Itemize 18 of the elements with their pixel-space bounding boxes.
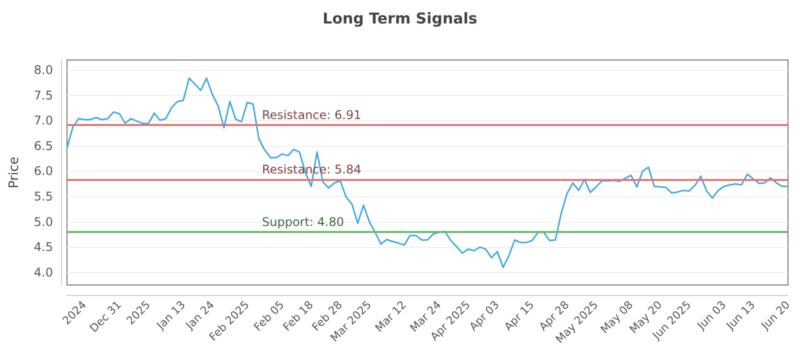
y-tick-label: 8.0 (34, 63, 53, 78)
x-tick-label: Jun 20 (758, 298, 793, 333)
y-tick-label: 6.0 (34, 164, 53, 178)
y-tick-label: 7.0 (34, 114, 53, 128)
x-tick-label: Dec 31 (87, 298, 124, 335)
ref-line-label: Resistance: 6.91 (262, 108, 362, 122)
y-tick-label: 6.5 (34, 138, 53, 153)
x-tick-label: Apr 15 (502, 298, 537, 334)
y-tick-label: 7.5 (34, 88, 53, 102)
line-series (66, 77, 789, 268)
ref-line-label: Support: 4.80 (262, 214, 344, 229)
y-tick-label: 4.0 (34, 265, 53, 280)
y-tick-label: 4.5 (34, 240, 53, 254)
x-tick-label: Mar 12 (372, 298, 409, 335)
y-tick-label: 5.5 (34, 190, 53, 204)
chart-title: Long Term Signals (322, 10, 478, 28)
y-tick-label: 5.0 (34, 214, 53, 229)
y-axis-title: Price (7, 156, 22, 188)
